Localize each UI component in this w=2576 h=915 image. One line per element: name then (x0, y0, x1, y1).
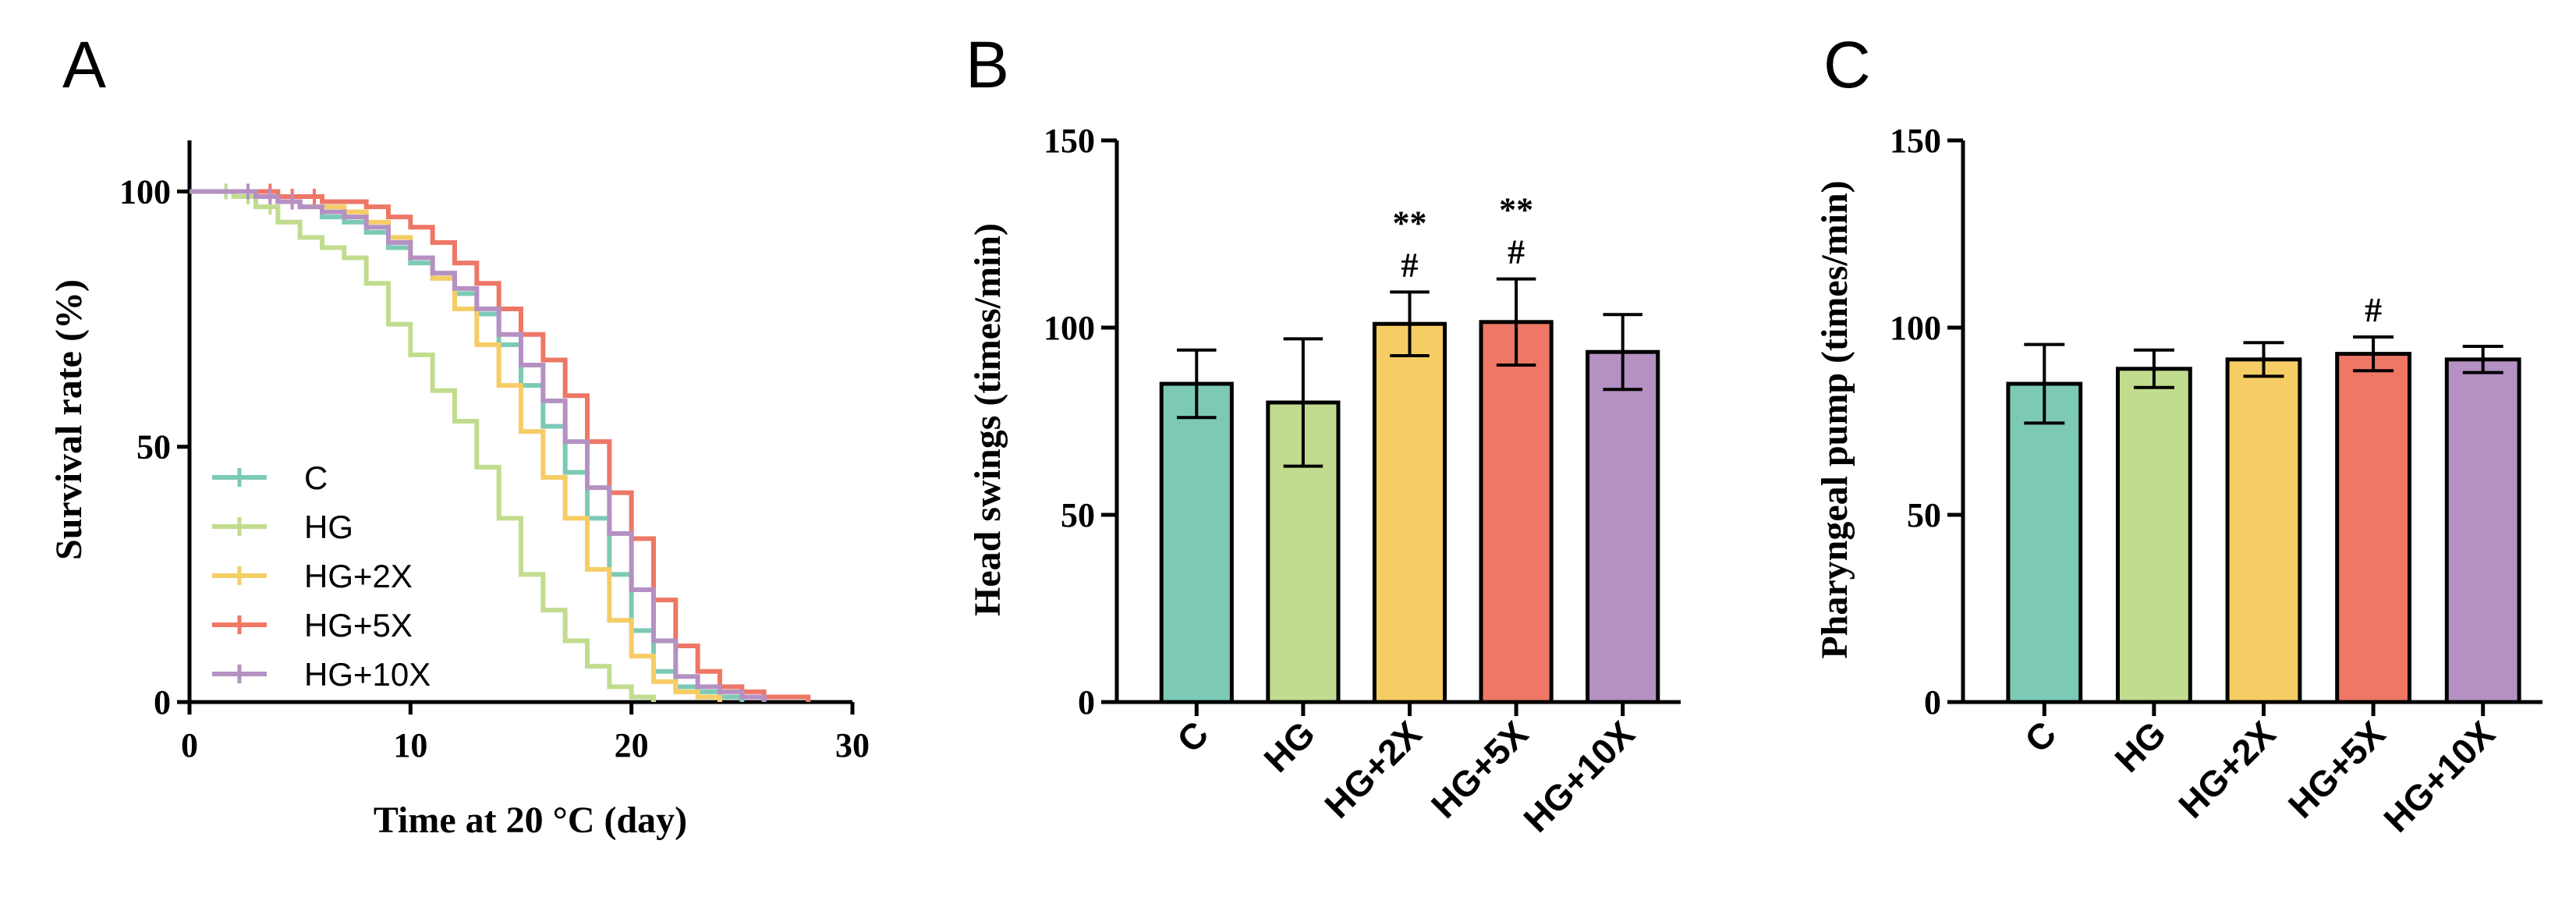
panel-b-y-tick-label-100: 100 (1044, 309, 1095, 347)
panel-c-bar-group-hg: HG (2107, 348, 2192, 780)
panel-a-x-tick-label-30: 30 (835, 726, 870, 764)
panel-a-x-tick-label-10: 10 (393, 726, 427, 764)
panel-b-x-tick-label-hg: HG (1256, 713, 1323, 780)
panel-b-y-tick-label-0: 0 (1078, 683, 1095, 722)
survival-curve-hg (190, 189, 656, 702)
panel-a-y-axis-label: Survival rate (%) (48, 279, 90, 560)
panel-b-y-tick-label-150: 150 (1044, 122, 1095, 160)
panel-a-x-axis-label: Time at 20 °C (day) (374, 800, 687, 841)
panel-a-letter: A (62, 28, 106, 101)
survival-curve-hgplus10x (190, 189, 767, 702)
legend-label-hgplus2x: HG+2X (304, 558, 413, 594)
panel-b-annotation-hgplus2x-0: ** (1393, 204, 1427, 242)
panel-a-axes: 0 50 100 0 10 20 30 (119, 140, 870, 764)
legend-item-hgplus10x: HG+10X (212, 656, 431, 693)
panel-b-annotation-hgplus2x-1: # (1401, 246, 1419, 284)
panel-b-bar-hgplus2x (1372, 321, 1447, 704)
panel-a-survival-chart: A Survival rate (%) Time at 20 °C (day) … (48, 28, 870, 841)
legend-label-hgplus10x: HG+10X (304, 656, 431, 693)
panel-a-legend: C HG HG+2X HG+5X HG+10X (212, 459, 431, 693)
panel-a-y-tick-label-0: 0 (154, 683, 171, 722)
panel-b-y-axis-label: Head swings (times/min) (967, 223, 1008, 616)
panel-c-bar-group-c: C (2006, 342, 2083, 761)
panel-a-y-tick-label-50: 50 (136, 428, 171, 466)
panel-b-bar-group-hg: HG (1256, 337, 1341, 780)
panel-c-pharyngeal-pump-chart: C Pharyngeal pump (times/min) 050100150 … (1814, 28, 2542, 840)
panel-c-x-tick-label-hg: HG (2107, 713, 2174, 780)
survival-curve-hgplus2x (190, 189, 722, 702)
panel-c-y-axis-label: Pharyngeal pump (times/min) (1814, 180, 1855, 658)
panel-c-bar-hgplus2x (2225, 357, 2302, 704)
legend-label-c: C (304, 459, 328, 496)
panel-b-x-tick-label-c: C (1169, 713, 1216, 760)
legend-item-hgplus2x: HG+2X (212, 558, 413, 594)
legend-label-hgplus5x: HG+5X (304, 607, 413, 644)
panel-c-letter: C (1823, 28, 1871, 101)
panel-c-bar-hg (2116, 367, 2192, 704)
panel-c-axes: 0 50 100 150 (1890, 122, 2542, 722)
panel-b-bar-hgplus10x (1586, 349, 1660, 704)
panel-b-axes: 0 50 100 150 (1044, 122, 1681, 722)
panel-a-x-tick-label-0: 0 (181, 726, 198, 764)
panel-c-x-tick-label-c: C (2017, 713, 2064, 760)
panel-a-x-tick-label-20: 20 (615, 726, 649, 764)
panel-c-x-tick-label-hgplus10x: HG+10X (2376, 713, 2503, 840)
legend-item-hgplus5x: HG+5X (212, 607, 413, 644)
panel-a-y-tick-label-100: 100 (119, 172, 171, 211)
legend-item-c: C (212, 459, 328, 496)
panel-c-y-tick-label-0: 0 (1924, 683, 1941, 722)
panel-c-bar-hgplus10x (2444, 357, 2521, 704)
panel-b-letter: B (966, 28, 1009, 101)
panel-b-bar-c (1159, 381, 1234, 704)
panel-b-x-tick-label-hgplus10x: HG+10X (1515, 713, 1642, 840)
panel-a-survival-curves (190, 183, 811, 702)
panel-c-x-tick-label-hgplus2x: HG+2X (2170, 713, 2284, 826)
panel-b-annotation-hgplus5x-1: # (1508, 233, 1525, 271)
panel-b-annotation-hgplus5x-0: ** (1499, 191, 1533, 229)
panel-c-bar-c (2006, 381, 2083, 704)
panel-b-bar-hgplus5x (1479, 320, 1554, 704)
panel-c-bar-hgplus5x (2335, 352, 2411, 704)
panel-b-x-tick-label-hgplus2x: HG+2X (1316, 713, 1430, 826)
legend-label-hg: HG (304, 509, 353, 545)
survival-curve-c (190, 189, 745, 702)
panel-c-annotation-hgplus5x-0: # (2365, 291, 2382, 329)
survival-curve-hgplus5x (190, 189, 811, 702)
panel-c-y-tick-label-150: 150 (1890, 122, 1941, 160)
panel-b-y-tick-label-50: 50 (1061, 496, 1095, 534)
panel-b-bar-group-c: C (1159, 348, 1234, 761)
legend-item-hg: HG (212, 509, 353, 545)
panel-c-x-tick-label-hgplus5x: HG+5X (2280, 713, 2394, 826)
panel-c-y-tick-label-50: 50 (1907, 496, 1941, 534)
panel-c-y-tick-label-100: 100 (1890, 309, 1941, 347)
